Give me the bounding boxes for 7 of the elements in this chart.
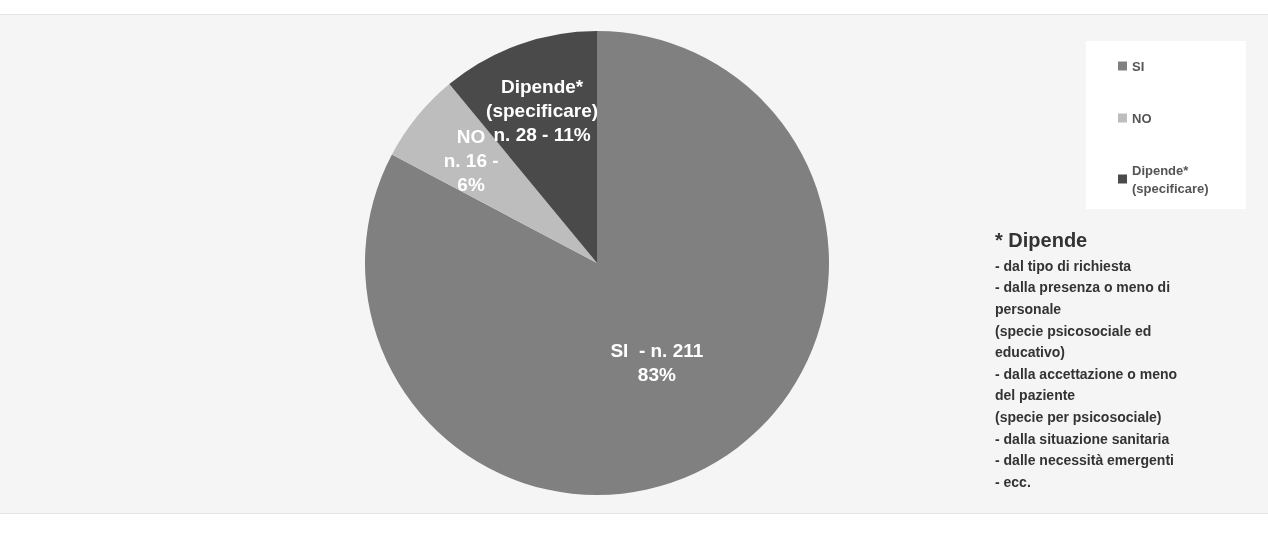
data-label: Dipende* (specificare) n. 28 - 11% (486, 75, 599, 145)
legend-label: NO (1132, 110, 1152, 126)
legend-label: Dipende* (specificare) (1132, 162, 1209, 196)
data-label: SI - n. 211 83% (610, 339, 704, 385)
legend-label: SI (1132, 58, 1145, 74)
text: * Dipende (995, 229, 1088, 251)
text: - dal tipo di richiesta - dalla presenza o meno di personale (specie psicosociale ed educativo) - dalla accettazione o meno del paziente (specie per psicosociale) - dalla situazione sanitaria - dalle necessità emergenti - ecc. (995, 257, 1178, 490)
